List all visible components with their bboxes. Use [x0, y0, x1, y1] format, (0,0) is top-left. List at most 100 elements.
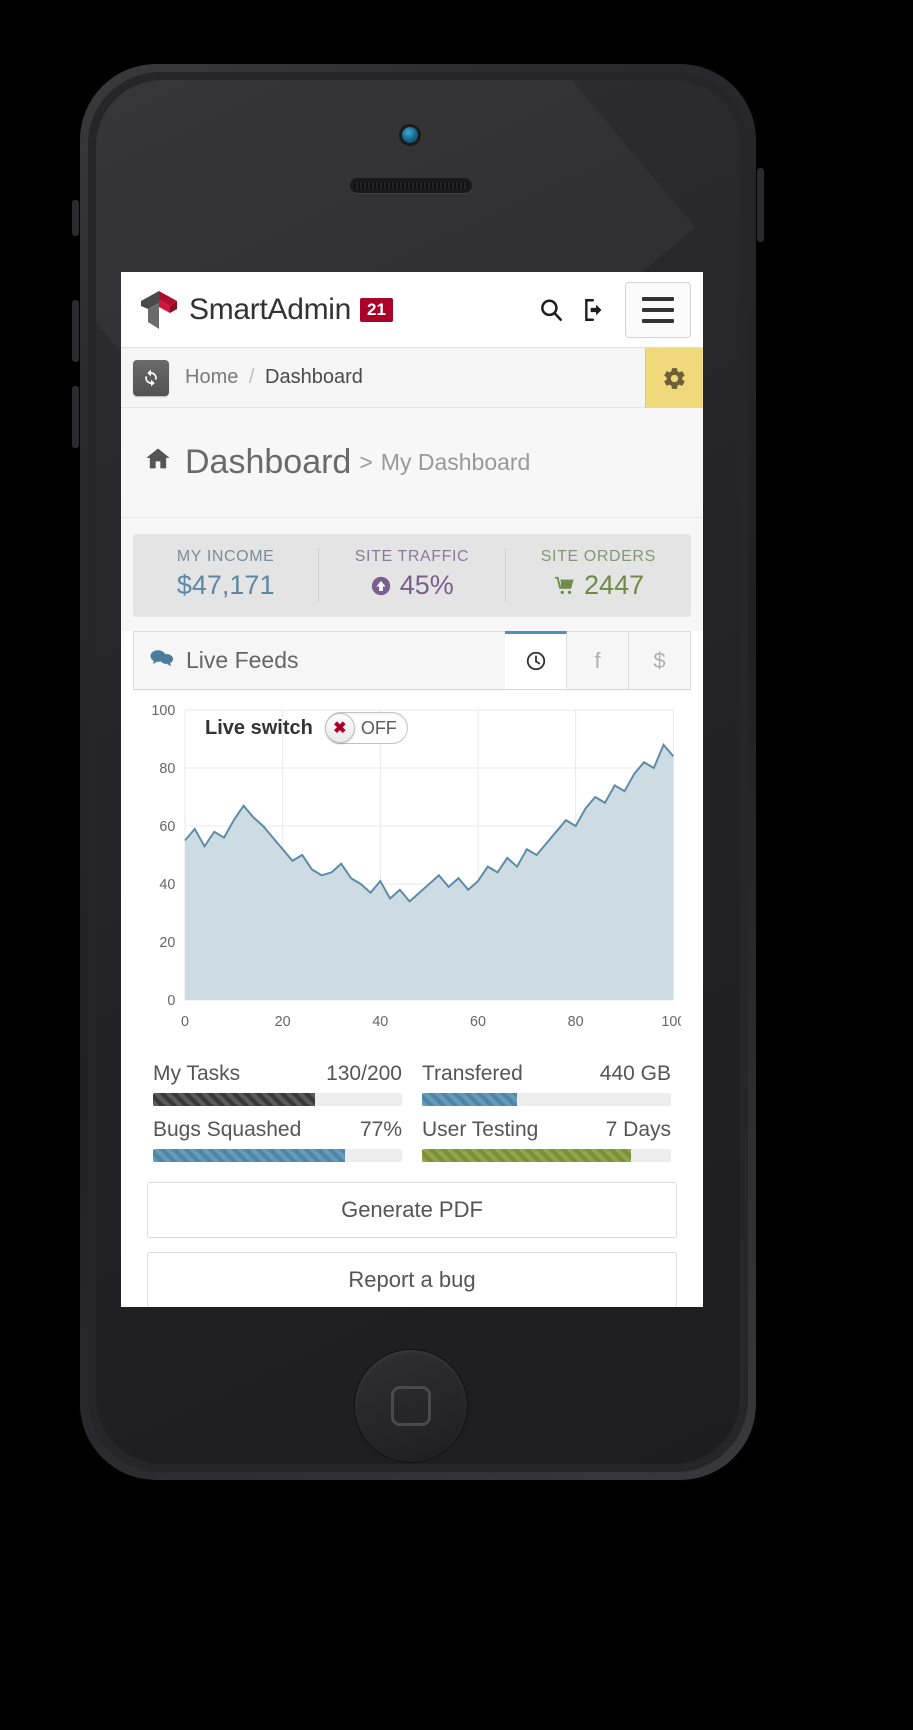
stat-label: SITE TRAFFIC	[354, 548, 470, 565]
page-title-arrow: >	[359, 449, 373, 475]
chart-x-tick-label: 100	[661, 1014, 681, 1030]
tab-clock[interactable]	[505, 631, 567, 689]
stat-value-row: 2447	[506, 570, 691, 601]
home-button[interactable]	[355, 1350, 467, 1462]
chart-area-fill	[184, 744, 674, 1000]
progress-value: 130/200	[326, 1062, 402, 1085]
page-subtitle: My Dashboard	[380, 449, 531, 475]
page-header: Dashboard > My Dashboard	[121, 408, 703, 518]
action-buttons: Generate PDF Report a bug	[133, 1172, 691, 1307]
breadcrumb-home[interactable]: Home	[185, 366, 239, 388]
chart-y-tick-label: 100	[151, 704, 175, 719]
progress-user-testing: User Testing 7 Days	[412, 1106, 681, 1162]
stat-site-traffic[interactable]: SITE TRAFFIC 45%	[319, 548, 506, 601]
tab-facebook[interactable]: f	[567, 631, 629, 689]
breadcrumb-current: Dashboard	[265, 366, 363, 388]
report-bug-button[interactable]: Report a bug	[147, 1252, 677, 1307]
logout-icon[interactable]	[575, 290, 615, 330]
progress-value: 7 Days	[605, 1118, 671, 1141]
mute-switch[interactable]	[72, 200, 79, 236]
live-switch-state: OFF	[360, 717, 397, 738]
home-button-square-icon	[391, 1386, 431, 1426]
chart-svg: 0 20 40 60 80 100 0 20 40 60 80 100	[151, 704, 681, 1030]
progress-head: My Tasks 130/200	[153, 1062, 402, 1086]
progress-my-tasks: My Tasks 130/200	[143, 1050, 412, 1106]
chart-x-axis-ticks: 0 20 40 60 80 100	[181, 1014, 681, 1030]
live-switch-label: Live switch	[205, 716, 313, 739]
stats-section: MY INCOME $47,171 SITE TRAFFIC 45%	[121, 518, 703, 631]
live-switch-toggle[interactable]: ✖ OFF	[324, 712, 408, 744]
gear-icon[interactable]	[645, 348, 703, 408]
page-title: Dashboard	[185, 443, 352, 481]
times-icon: ✖	[324, 713, 355, 743]
earpiece-speaker	[350, 178, 472, 193]
arrow-up-circle-icon	[370, 570, 400, 600]
stat-site-orders[interactable]: SITE ORDERS 2447	[506, 548, 691, 601]
chart-x-tick-label: 80	[568, 1014, 584, 1030]
chart-y-axis-ticks: 0 20 40 60 80 100	[151, 704, 175, 1009]
breadcrumb-ribbon: Home / Dashboard	[121, 348, 703, 408]
chart-y-tick-label: 0	[167, 993, 175, 1009]
chart-y-tick-label: 40	[159, 877, 175, 893]
widget-title-label: Live Feeds	[186, 647, 299, 673]
speaker-mesh	[354, 182, 468, 189]
refresh-icon[interactable]	[133, 359, 169, 396]
chart-x-tick-label: 40	[372, 1014, 388, 1030]
breadcrumb-separator: /	[248, 366, 255, 388]
stat-label: SITE ORDERS	[540, 548, 656, 565]
progress-label: Bugs Squashed	[153, 1118, 302, 1141]
progress-value: 440 GB	[599, 1062, 671, 1085]
shopping-cart-icon	[553, 570, 585, 600]
search-icon[interactable]	[531, 290, 571, 330]
progress-fill	[153, 1093, 315, 1106]
tab-dollar-label: $	[653, 647, 666, 673]
volume-down-button[interactable]	[72, 386, 79, 448]
live-switch[interactable]: Live switch ✖ OFF	[205, 712, 408, 744]
stat-my-income[interactable]: MY INCOME $47,171	[133, 548, 320, 601]
progress-fill	[422, 1093, 517, 1106]
live-feed-chart: 0 20 40 60 80 100 0 20 40 60 80 100 Live switch ✖ …	[133, 690, 691, 1046]
progress-track	[422, 1093, 671, 1106]
progress-track	[422, 1149, 671, 1162]
brand-version-badge: 21	[360, 297, 393, 322]
chart-x-tick-label: 20	[275, 1014, 291, 1030]
smartadmin-logo-icon[interactable]	[139, 289, 181, 331]
generate-pdf-button[interactable]: Generate PDF	[147, 1182, 677, 1238]
hamburger-bar	[642, 318, 674, 323]
progress-head: User Testing 7 Days	[422, 1118, 671, 1142]
tab-facebook-label: f	[594, 647, 601, 673]
chart-y-tick-label: 20	[159, 935, 175, 951]
progress-value: 77%	[359, 1118, 402, 1141]
comments-icon	[150, 648, 174, 674]
chart-y-tick-label: 80	[159, 761, 175, 777]
stat-value: $47,171	[176, 570, 275, 600]
progress-label: User Testing	[422, 1118, 539, 1141]
stat-label: MY INCOME	[176, 548, 275, 565]
stat-value: 2447	[584, 570, 645, 600]
progress-section: My Tasks 130/200 Transfered 440 GB	[133, 1046, 691, 1172]
progress-label: My Tasks	[153, 1062, 241, 1085]
chart-x-tick-label: 60	[470, 1014, 486, 1030]
hamburger-bar	[642, 296, 674, 301]
chart-x-tick-label: 0	[181, 1014, 189, 1030]
chart-y-tick-label: 60	[159, 819, 175, 835]
progress-bugs-squashed: Bugs Squashed 77%	[143, 1106, 412, 1162]
progress-track	[153, 1149, 402, 1162]
widget-tab-bar: Live Feeds f $	[133, 631, 691, 690]
stat-value: 45%	[399, 570, 454, 600]
hamburger-bar	[642, 307, 674, 312]
volume-up-button[interactable]	[72, 300, 79, 362]
front-camera	[402, 127, 418, 143]
widget-title: Live Feeds	[133, 631, 505, 689]
progress-head: Transfered 440 GB	[422, 1062, 671, 1086]
hamburger-menu-button[interactable]	[625, 281, 691, 338]
tab-dollar[interactable]: $	[629, 631, 691, 689]
chart-line	[184, 742, 675, 903]
power-button[interactable]	[757, 168, 764, 242]
progress-fill	[422, 1149, 632, 1162]
progress-head: Bugs Squashed 77%	[153, 1118, 402, 1142]
top-navbar: SmartAdmin 21	[121, 272, 703, 348]
brand-name: SmartAdmin	[189, 292, 352, 326]
progress-fill	[153, 1149, 345, 1162]
